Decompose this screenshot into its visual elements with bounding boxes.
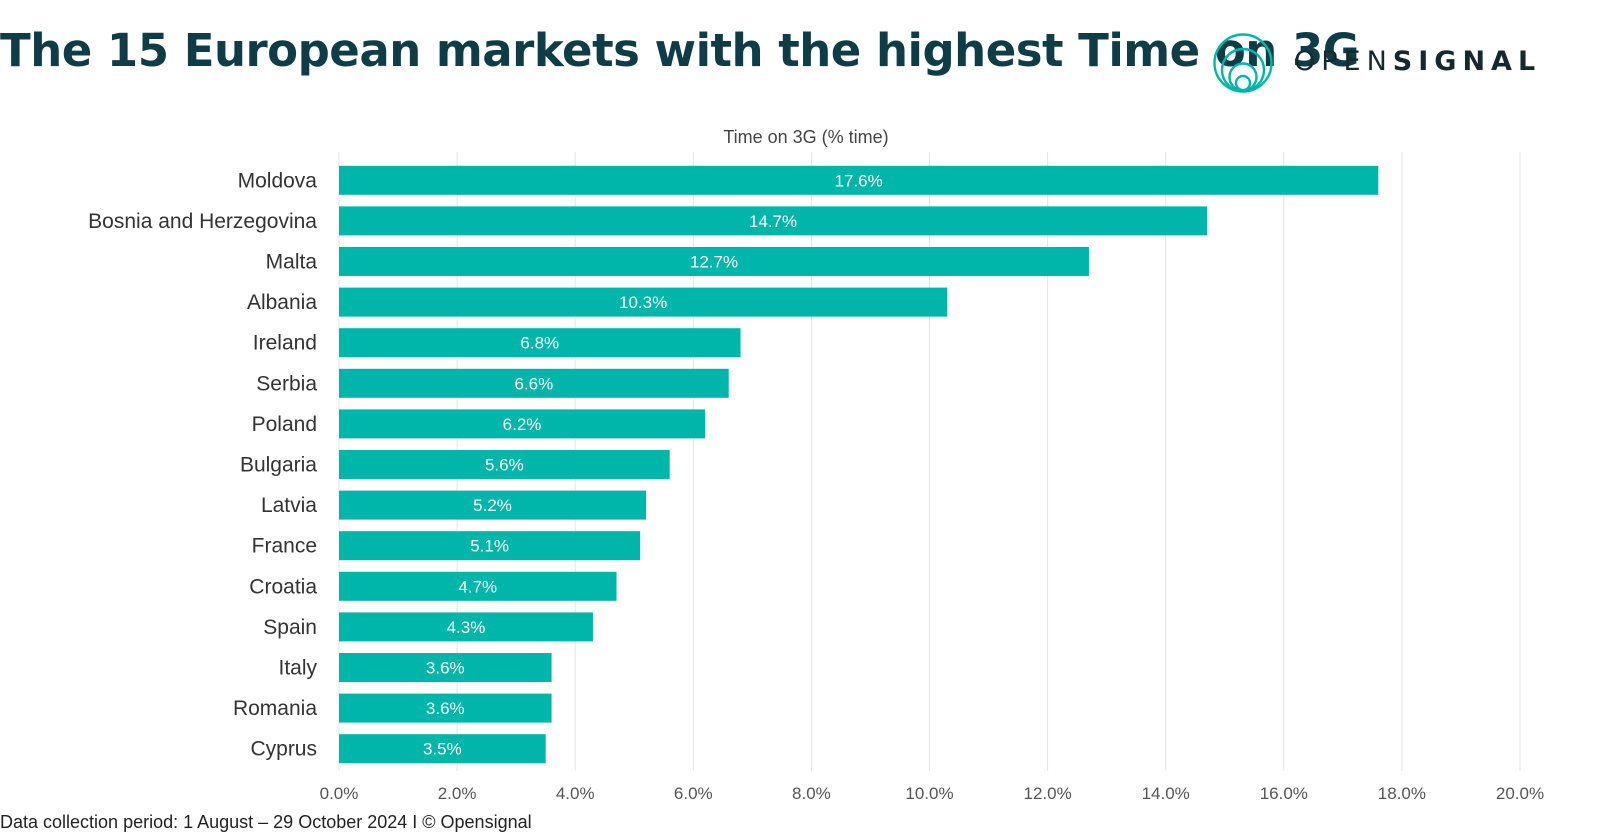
bar-value-label: 6.6% [514, 374, 553, 393]
bar [339, 450, 670, 479]
bar [339, 531, 641, 561]
category-label: Romania [233, 697, 317, 720]
bar [339, 328, 741, 358]
bar [339, 165, 1379, 195]
bars [339, 165, 1379, 764]
bar [339, 287, 948, 317]
bar-value-label: 10.3% [619, 293, 667, 312]
bar [339, 571, 617, 601]
bar-value-label: 3.5% [423, 740, 462, 759]
category-label: Poland [252, 413, 317, 436]
x-tick-label: 4.0% [556, 784, 595, 800]
bar-chart: Time on 3G (% time) Moldova Bosnia and He… [88, 127, 1544, 800]
logo-text-open: OPEN [1294, 46, 1393, 77]
bar-value-label: 6.8% [520, 334, 559, 353]
bar-value-label: 4.3% [447, 618, 486, 637]
category-label: Bosnia and Herzegovina [88, 210, 317, 233]
x-tick-label: 2.0% [438, 784, 477, 800]
bar-value-label: 3.6% [426, 699, 465, 718]
x-tick-label: 6.0% [674, 784, 713, 800]
category-label: Serbia [256, 372, 317, 395]
category-label: Italy [278, 657, 317, 680]
category-label: Croatia [249, 575, 317, 598]
footer-note: Data collection period: 1 August – 29 Oc… [0, 812, 532, 832]
x-tick-label: 14.0% [1142, 784, 1190, 800]
x-tick-label: 12.0% [1023, 784, 1071, 800]
bar [339, 612, 593, 642]
category-label: Spain [263, 616, 317, 639]
logo-wordmark: OPENSIGNAL [1294, 46, 1541, 77]
bar [339, 653, 552, 682]
opensignal-logo: OPENSIGNAL [1212, 32, 1592, 94]
category-labels: Moldova Bosnia and Herzegovina Malta Albani… [88, 169, 317, 760]
category-label: Albania [247, 291, 317, 314]
bar-value-label: 14.7% [749, 212, 797, 231]
bar [339, 247, 1089, 276]
bar [339, 368, 729, 398]
x-tick-label: 16.0% [1260, 784, 1308, 800]
bar-value-label: 6.2% [503, 415, 542, 434]
logo-text-signal: SIGNAL [1392, 46, 1542, 77]
bar-value-label: 5.2% [473, 496, 512, 515]
x-tick-label: 10.0% [905, 784, 953, 800]
bar [339, 734, 546, 764]
bar-value-label: 5.6% [485, 456, 524, 475]
chart-axis-title: Time on 3G (% time) [723, 127, 888, 147]
bar-value-label: 17.6% [835, 171, 883, 190]
bar [339, 206, 1208, 236]
bar-value-label: 12.7% [690, 253, 738, 272]
value-labels: 17.6% 14.7% 12.7% 10.3% 6.8% 6.6% 6.2% 5.6% 5.2%… [423, 171, 883, 758]
bar-value-label: 4.7% [458, 577, 497, 596]
concentric-circles-icon [1213, 33, 1273, 93]
bar-value-label: 5.1% [470, 537, 509, 556]
category-label: Ireland [253, 332, 317, 355]
category-label: Bulgaria [240, 454, 317, 477]
x-tick-label: 18.0% [1378, 784, 1426, 800]
x-tick-label: 20.0% [1496, 784, 1544, 800]
category-label: France [252, 535, 317, 558]
category-label: Latvia [261, 494, 317, 517]
category-label: Malta [266, 251, 318, 274]
bar-value-label: 3.6% [426, 659, 465, 678]
bar [339, 693, 552, 723]
bar [339, 409, 706, 439]
chart-title: The 15 European markets with the highest… [0, 24, 1360, 77]
x-tick-labels: 0.0% 2.0% 4.0% 6.0% 8.0% 10.0% 12.0% 14.0% 16.0%… [320, 784, 1544, 800]
category-label: Moldova [238, 169, 318, 192]
category-label: Cyprus [250, 738, 317, 761]
x-tick-label: 8.0% [792, 784, 831, 800]
x-tick-label: 0.0% [320, 784, 359, 800]
bar [339, 490, 647, 520]
